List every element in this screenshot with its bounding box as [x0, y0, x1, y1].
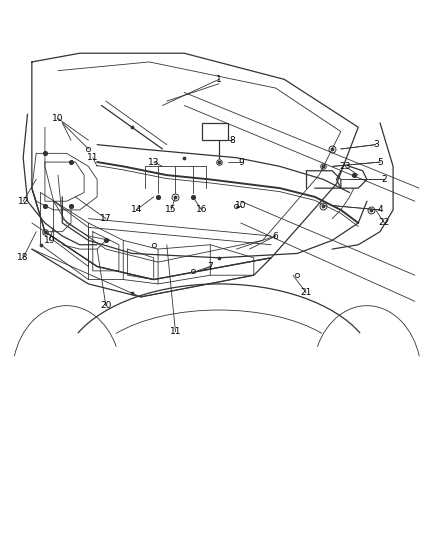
Text: 2: 2	[381, 175, 387, 184]
Text: 11: 11	[87, 153, 99, 162]
Text: 14: 14	[131, 205, 142, 214]
Text: 3: 3	[373, 140, 378, 149]
Text: 4: 4	[377, 205, 383, 214]
Text: 18: 18	[18, 253, 29, 262]
Text: 9: 9	[238, 158, 244, 166]
Text: 16: 16	[196, 205, 207, 214]
Text: 6: 6	[273, 231, 279, 240]
Text: 20: 20	[100, 301, 112, 310]
Text: 5: 5	[377, 158, 383, 166]
Text: 11: 11	[170, 327, 181, 336]
Bar	[201, 123, 228, 140]
Text: 8: 8	[229, 136, 235, 145]
Text: 12: 12	[18, 197, 29, 206]
Text: 13: 13	[148, 158, 159, 166]
Text: 23: 23	[339, 162, 351, 171]
Text: 22: 22	[379, 219, 390, 228]
Text: 10: 10	[235, 201, 247, 210]
Text: 1: 1	[216, 75, 222, 84]
Text: 17: 17	[100, 214, 112, 223]
Text: 7: 7	[208, 262, 213, 271]
Text: 15: 15	[166, 205, 177, 214]
Text: 21: 21	[300, 288, 312, 297]
Text: 10: 10	[52, 114, 64, 123]
Text: 19: 19	[43, 236, 55, 245]
